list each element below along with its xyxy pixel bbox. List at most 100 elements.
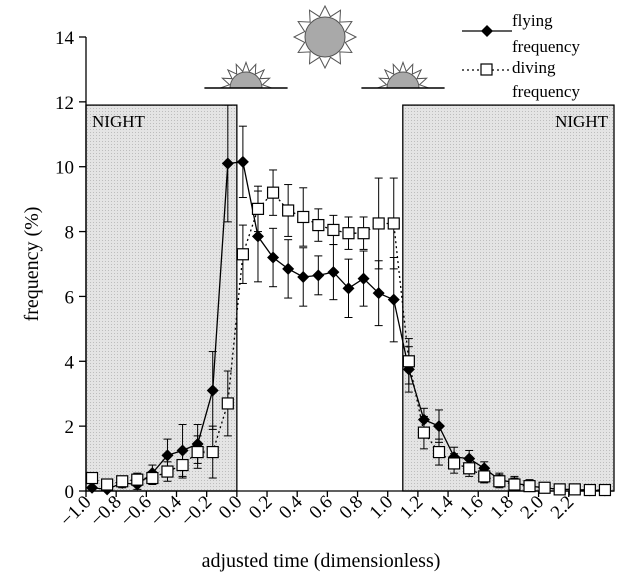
data-point xyxy=(342,282,355,295)
x-tick-label: 1.6 xyxy=(456,492,488,524)
data-point xyxy=(146,471,159,485)
legend-flying-label-2: frequency xyxy=(512,37,580,56)
x-tick-label: 0.2 xyxy=(245,492,277,524)
x-tick-label: −0.6 xyxy=(117,492,156,531)
data-point xyxy=(236,155,249,168)
data-point xyxy=(432,445,446,459)
y-tick-label: 4 xyxy=(65,352,75,373)
x-tick-label: 0.6 xyxy=(305,492,337,524)
night-label: NIGHT xyxy=(555,112,608,131)
data-point xyxy=(251,202,265,215)
data-point xyxy=(327,223,340,237)
data-point xyxy=(161,449,174,462)
data-point xyxy=(267,251,280,264)
y-tick-label: 14 xyxy=(55,28,75,49)
data-point xyxy=(176,444,189,457)
x-tick-label: 1.4 xyxy=(426,491,458,523)
x-tick-label: −1.0 xyxy=(56,492,95,531)
data-point xyxy=(598,483,612,497)
y-tick-label: 0 xyxy=(65,482,75,503)
data-point xyxy=(553,483,566,496)
data-point xyxy=(86,481,99,494)
data-point xyxy=(463,452,476,465)
legend-diving-marker xyxy=(480,63,493,76)
x-tick-label: 0.8 xyxy=(335,492,367,524)
x-tick-label: 2.2 xyxy=(547,492,579,524)
series xyxy=(85,104,612,497)
night-region xyxy=(402,104,615,492)
data-point xyxy=(478,470,491,483)
data-point xyxy=(357,227,370,240)
sunset-icon-disc xyxy=(386,71,420,89)
data-point xyxy=(312,218,325,232)
data-point xyxy=(508,478,521,491)
legend-flying-marker xyxy=(481,25,493,37)
y-axis-title: frequency (%) xyxy=(21,207,43,322)
data-point xyxy=(387,293,400,306)
x-tick-label: −0.4 xyxy=(147,491,187,531)
night-label: NIGHT xyxy=(92,112,145,131)
legend-diving-label-1: diving xyxy=(512,58,556,77)
data-point xyxy=(191,445,204,459)
legend-flying-label-1: flying xyxy=(512,11,553,30)
x-tick-label: −0.8 xyxy=(86,492,125,531)
data-point xyxy=(297,270,310,283)
y-tick-label: 2 xyxy=(65,417,75,438)
data-point xyxy=(342,227,355,240)
data-point xyxy=(402,355,415,368)
data-point xyxy=(266,186,280,199)
data-point xyxy=(387,217,400,230)
x-tick-label: 0.0 xyxy=(215,492,247,524)
night-region xyxy=(85,104,238,492)
data-point xyxy=(206,445,219,459)
legend-diving-label-2: frequency xyxy=(512,82,580,101)
data-point xyxy=(297,210,310,224)
data-point xyxy=(176,458,189,472)
data-point xyxy=(523,480,536,493)
x-tick-label: 1.0 xyxy=(366,492,398,524)
midday-sun-icon xyxy=(292,4,358,70)
data-point xyxy=(221,397,234,410)
data-point xyxy=(568,483,581,496)
data-point xyxy=(221,157,234,170)
sunset-icon xyxy=(361,60,445,89)
data-point xyxy=(583,483,596,497)
data-point xyxy=(493,475,506,488)
y-tick-label: 6 xyxy=(65,287,75,308)
x-tick-label: 1.2 xyxy=(396,492,428,524)
data-point xyxy=(206,384,219,397)
series-diving xyxy=(85,169,612,497)
x-axis-title: adjusted time (dimensionless) xyxy=(202,550,441,572)
midday-sun-icon-disc xyxy=(304,16,346,58)
data-point xyxy=(372,217,385,230)
data-point xyxy=(131,473,144,486)
data-point xyxy=(251,230,264,243)
data-point xyxy=(236,248,249,261)
night-regions: NIGHT NIGHT xyxy=(85,104,615,492)
y-tick-label: 10 xyxy=(55,158,74,179)
data-point xyxy=(312,269,325,282)
sunrise-icon-disc xyxy=(229,71,263,89)
data-point xyxy=(357,272,370,285)
data-point xyxy=(447,457,461,470)
data-point xyxy=(282,204,295,217)
y-tick-label: 8 xyxy=(65,223,75,244)
data-point xyxy=(85,471,99,485)
data-point xyxy=(538,481,551,494)
x-tick-label: 1.8 xyxy=(486,492,518,524)
data-point xyxy=(463,462,476,475)
data-point xyxy=(327,266,340,279)
legend: flying frequency diving frequency xyxy=(462,11,580,101)
data-point xyxy=(161,465,174,478)
x-tick-label: −0.2 xyxy=(177,492,216,531)
data-point xyxy=(116,475,129,488)
sunrise-icon xyxy=(204,60,288,89)
data-point xyxy=(101,478,114,491)
data-point xyxy=(417,426,431,439)
x-tick-label: 2.0 xyxy=(516,492,548,524)
data-point xyxy=(372,287,385,300)
x-tick-label: 0.4 xyxy=(275,491,307,523)
sun-icons xyxy=(204,4,445,89)
data-point xyxy=(282,262,295,275)
